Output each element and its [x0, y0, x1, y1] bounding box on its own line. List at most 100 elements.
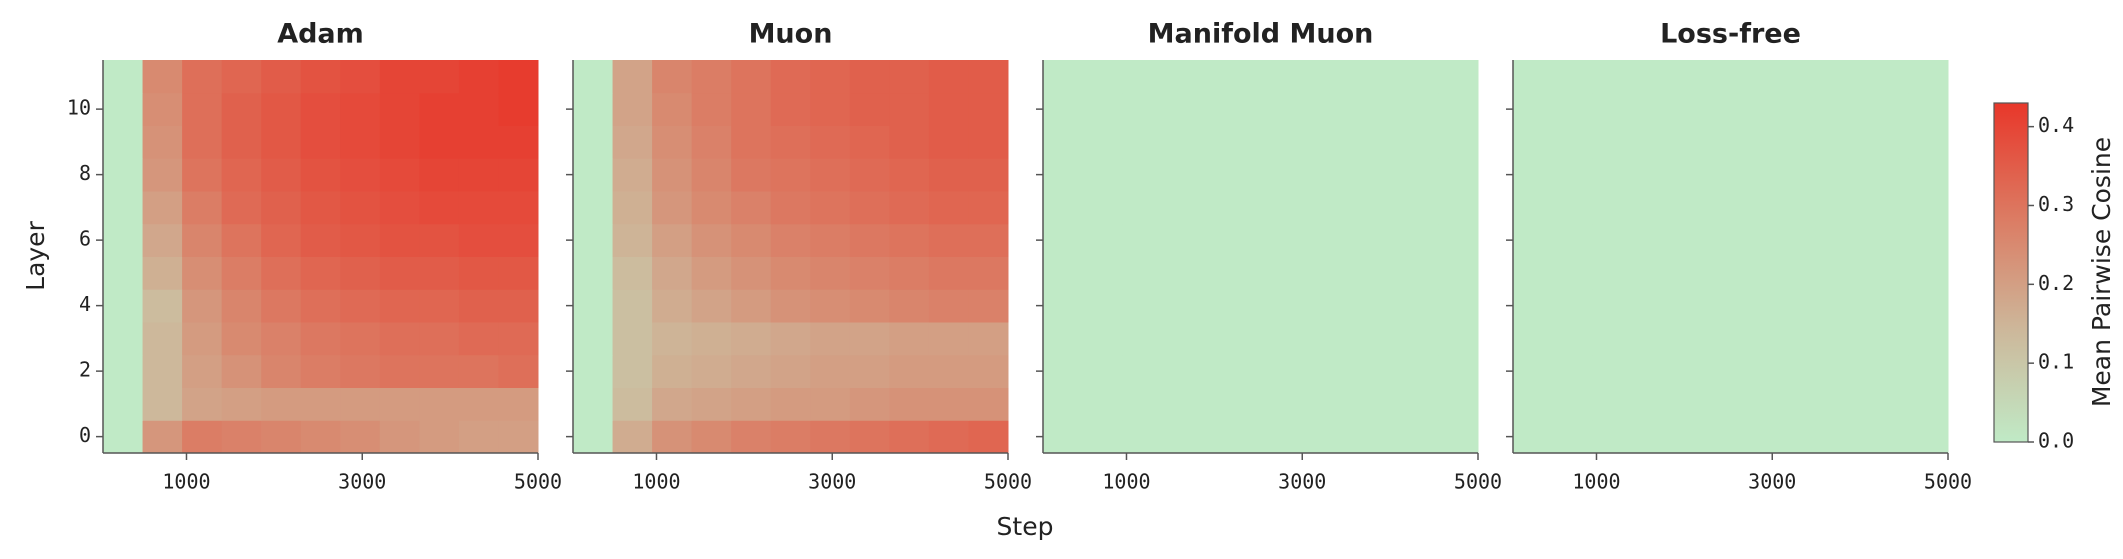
heatmap-cell	[419, 322, 460, 356]
heatmap-cell	[1438, 60, 1479, 94]
heatmap-cell	[1398, 125, 1439, 159]
heatmap-cell	[1319, 158, 1360, 192]
heatmap-cell	[1438, 92, 1479, 126]
heatmap-cell	[103, 420, 144, 454]
heatmap-cell	[1671, 420, 1712, 454]
heatmap-cell	[1280, 387, 1321, 421]
heatmap-cell	[300, 289, 341, 323]
heatmap-cell	[1631, 387, 1672, 421]
heatmap-cell	[142, 223, 183, 257]
heatmap-cell	[1398, 191, 1439, 225]
heatmap-cell	[889, 420, 930, 454]
heatmap-cell	[1868, 223, 1909, 257]
heatmap-cell	[221, 256, 262, 290]
heatmap-cell	[1319, 191, 1360, 225]
heatmap-cell	[1631, 125, 1672, 159]
heatmap-cell	[340, 125, 381, 159]
heatmap-cell	[1082, 158, 1123, 192]
heatmap-cell	[928, 420, 969, 454]
heatmap-cell	[498, 92, 539, 126]
heatmap-cell	[1122, 223, 1163, 257]
heatmap-cell	[1398, 60, 1439, 94]
heatmap-cell	[1082, 256, 1123, 290]
heatmap-cell	[300, 387, 341, 421]
heatmap-cell	[928, 289, 969, 323]
heatmap-cell	[1280, 191, 1321, 225]
heatmap-cell	[1750, 92, 1791, 126]
heatmap-cell	[498, 125, 539, 159]
heatmap-cell	[652, 60, 693, 94]
heatmap-cell	[103, 387, 144, 421]
heatmap-cell	[300, 92, 341, 126]
heatmap-cell	[849, 158, 890, 192]
heatmap-cell	[1789, 92, 1830, 126]
heatmap-cell	[458, 223, 499, 257]
heatmap-cell	[889, 223, 930, 257]
heatmap-cell	[261, 191, 302, 225]
heatmap-cell	[652, 387, 693, 421]
heatmap-cell	[612, 158, 653, 192]
heatmap-cell	[300, 158, 341, 192]
heatmap-cell	[573, 322, 614, 356]
heatmap-cell	[1750, 354, 1791, 388]
heatmap-cell	[1359, 60, 1400, 94]
x-axis-label: Step	[997, 512, 1054, 541]
heatmap-cell	[1161, 158, 1202, 192]
heatmap-cell	[731, 125, 772, 159]
heatmap-cell	[340, 354, 381, 388]
heatmap-cell	[770, 322, 811, 356]
heatmap-cell	[1082, 322, 1123, 356]
y-tick-label: 2	[79, 358, 91, 382]
heatmap-cell	[810, 420, 851, 454]
heatmap-cell	[1319, 354, 1360, 388]
heatmap-cell	[1043, 354, 1084, 388]
heatmap-cell	[182, 223, 223, 257]
heatmap-cell	[849, 191, 890, 225]
heatmap-cell	[731, 322, 772, 356]
heatmap-cell	[458, 92, 499, 126]
heatmap-cell	[1552, 60, 1593, 94]
heatmap-cell	[1359, 223, 1400, 257]
heatmap-cell	[1280, 125, 1321, 159]
heatmap-cell	[498, 322, 539, 356]
heatmap-cell	[1122, 125, 1163, 159]
x-tick-label: 3000	[1278, 470, 1326, 494]
heatmap-cell	[1043, 223, 1084, 257]
heatmap-cell	[1552, 289, 1593, 323]
heatmap-cell	[221, 322, 262, 356]
heatmap-cell	[1829, 223, 1870, 257]
colorbar-tick-label: 0.3	[2038, 192, 2074, 216]
heatmap-cell	[498, 387, 539, 421]
heatmap-cell	[1829, 158, 1870, 192]
x-tick-label: 5000	[1924, 470, 1972, 494]
heatmap-cell	[770, 354, 811, 388]
heatmap-cell	[1868, 256, 1909, 290]
heatmap-cell	[1868, 191, 1909, 225]
heatmap-cell	[810, 92, 851, 126]
heatmap-cell	[1789, 191, 1830, 225]
heatmap-cell	[300, 354, 341, 388]
x-tick-label: 5000	[984, 470, 1032, 494]
heatmap-cell	[103, 354, 144, 388]
heatmap-cell	[889, 354, 930, 388]
heatmap-cell	[652, 92, 693, 126]
heatmap-cell	[849, 223, 890, 257]
heatmap-cell	[1908, 60, 1949, 94]
heatmap-cell	[1908, 289, 1949, 323]
heatmap-cell	[1552, 92, 1593, 126]
heatmap-cell	[1082, 354, 1123, 388]
heatmap-cell	[1201, 125, 1242, 159]
heatmap-cell	[1122, 289, 1163, 323]
heatmap-cell	[1750, 256, 1791, 290]
heatmap-cell	[691, 92, 732, 126]
heatmap-cell	[770, 191, 811, 225]
heatmap-cell	[1552, 256, 1593, 290]
heatmap-cell	[1280, 92, 1321, 126]
heatmap-cell	[810, 60, 851, 94]
heatmap-cell	[1671, 191, 1712, 225]
heatmap-cell	[968, 92, 1009, 126]
heatmap-cell	[221, 125, 262, 159]
panel-title: Adam	[277, 19, 364, 50]
heatmap-cell	[1710, 223, 1751, 257]
